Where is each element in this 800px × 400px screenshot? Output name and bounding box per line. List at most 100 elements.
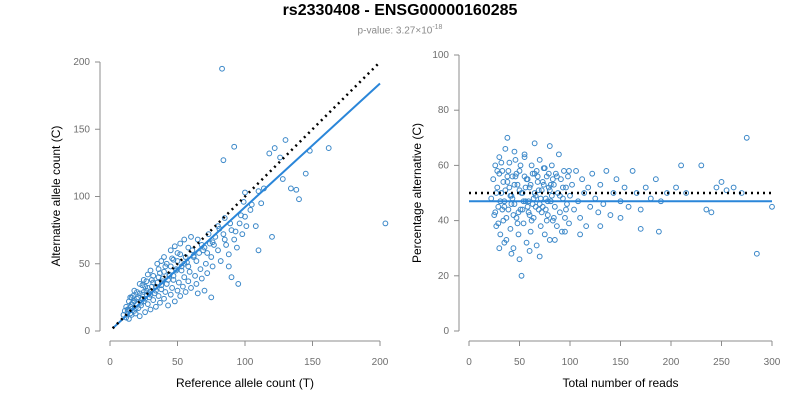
data-point (492, 209, 499, 216)
data-point (539, 179, 546, 185)
data-point (571, 206, 577, 213)
data-point (232, 228, 239, 235)
data-point (147, 306, 154, 313)
data-point (221, 215, 228, 221)
data-point (194, 236, 201, 243)
data-point (713, 184, 720, 191)
data-point (258, 200, 265, 207)
data-point (610, 190, 617, 196)
data-point (223, 242, 230, 248)
data-point (512, 156, 519, 163)
data-point (504, 179, 511, 185)
data-point (269, 233, 275, 240)
data-point (200, 247, 207, 254)
data-point (544, 212, 551, 218)
y-tick-label: 200 (73, 57, 90, 68)
data-point (525, 209, 532, 216)
data-point (161, 254, 167, 260)
data-point (494, 168, 501, 174)
data-point (204, 270, 211, 277)
data-point (302, 170, 309, 177)
data-point (208, 294, 215, 301)
data-point (225, 263, 232, 270)
y-tick-label: 20 (438, 271, 450, 282)
data-point (499, 168, 506, 174)
data-point (537, 195, 544, 202)
data-point (664, 190, 670, 196)
x-axis-label: Reference allele count (T) (176, 376, 314, 390)
data-point (536, 201, 543, 207)
data-point (534, 173, 541, 180)
data-point (492, 162, 499, 169)
data-point (197, 266, 204, 273)
data-point (215, 247, 221, 254)
data-point (236, 220, 243, 227)
data-point (178, 267, 185, 274)
y-tick-label: 80 (438, 105, 450, 116)
left-scatter-panel: 0 50 100 150 200 0 50 100 150 200 Reference allele… (49, 57, 389, 390)
data-point (238, 212, 244, 219)
data-point (204, 250, 211, 256)
data-point (555, 151, 562, 158)
data-point (125, 315, 132, 322)
data-point (174, 287, 181, 294)
data-point (753, 250, 760, 257)
x-tick-label: 100 (562, 357, 579, 368)
x-tick-label: 300 (764, 357, 781, 368)
data-point (551, 237, 558, 243)
data-point (231, 236, 238, 243)
data-point (527, 181, 534, 188)
p-value-subtitle: p-value: 3.27×10-18 (0, 24, 800, 36)
data-point (553, 173, 560, 180)
right-scatter-panel: 0 50 100 150 200 250 300 0 20 40 60 80 100 Total numb… (410, 50, 781, 390)
data-point (143, 278, 150, 285)
data-point (211, 242, 217, 248)
data-point (288, 185, 294, 192)
data-point (521, 154, 528, 161)
data-point (325, 145, 332, 151)
data-point (501, 203, 508, 210)
data-point (564, 201, 570, 207)
data-point (209, 263, 216, 270)
data-point (567, 192, 573, 199)
data-point (549, 217, 556, 224)
data-point (607, 212, 614, 218)
data-point (548, 192, 555, 199)
data-point (621, 184, 628, 191)
data-point (583, 223, 590, 230)
data-point (504, 134, 511, 141)
data-point (589, 170, 596, 177)
data-point (673, 184, 679, 191)
data-point (186, 268, 193, 275)
data-point (279, 176, 286, 182)
data-point (546, 237, 553, 243)
data-point (579, 176, 586, 183)
data-point (155, 293, 162, 299)
data-point (551, 203, 558, 210)
data-point (561, 168, 567, 174)
data-point (165, 302, 171, 309)
data-point (514, 220, 521, 227)
data-point (577, 231, 583, 238)
data-point (563, 184, 569, 191)
data-point (500, 217, 507, 224)
data-point (508, 250, 515, 257)
data-point (523, 239, 530, 246)
data-point (532, 203, 539, 210)
data-point (512, 173, 519, 180)
x-tick-label: 150 (612, 357, 629, 368)
data-point (520, 220, 527, 227)
data-point (136, 313, 143, 320)
data-point (515, 231, 522, 238)
data-point (150, 297, 157, 303)
data-point (683, 190, 690, 196)
y-tick-label: 150 (73, 124, 90, 135)
fit-line (112, 82, 381, 330)
data-point (519, 206, 526, 213)
x-tick-label: 0 (466, 357, 472, 368)
y-tick-label: 0 (443, 326, 449, 337)
p-value-text: p-value: 3.27×10 (357, 25, 433, 37)
data-point (560, 184, 566, 191)
data-point (128, 294, 135, 301)
